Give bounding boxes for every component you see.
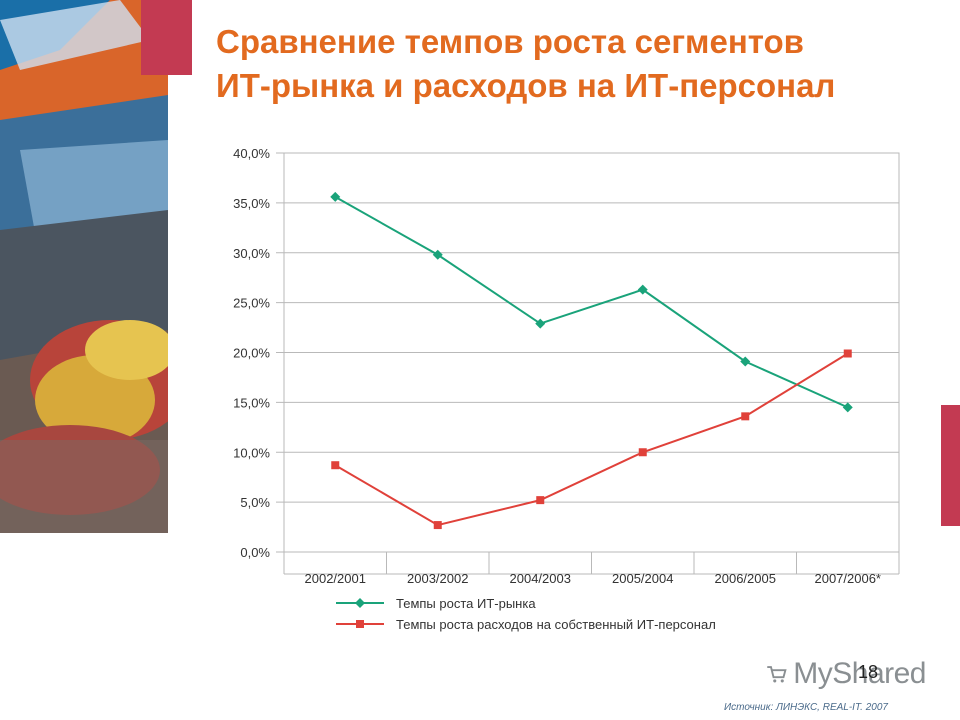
x-tick-label: 2004/2003 — [510, 571, 571, 586]
data-point-square — [331, 461, 340, 470]
legend-label: Темпы роста расходов на собственный ИТ-п… — [396, 617, 716, 632]
y-tick-label: 35,0% — [233, 196, 270, 211]
watermark-text: MyShared — [793, 657, 926, 690]
series-line-1 — [334, 196, 849, 409]
accent-bar-top — [141, 0, 192, 75]
x-tick-label: 2002/2001 — [305, 571, 366, 586]
y-tick-label: 15,0% — [233, 395, 270, 410]
data-point-diamond — [637, 284, 648, 295]
data-point-square — [843, 349, 852, 358]
x-tick-label: 2007/2006* — [814, 571, 881, 586]
y-tick-label: 40,0% — [233, 146, 270, 161]
data-point-diamond — [740, 356, 751, 367]
page-number: 18 — [858, 662, 879, 682]
legend-marker-diamond — [355, 598, 365, 608]
y-tick-label: 0,0% — [240, 545, 270, 560]
x-tick-label: 2005/2004 — [612, 571, 673, 586]
series-line-2 — [334, 352, 849, 527]
cart-icon — [767, 666, 787, 683]
data-point-square — [536, 496, 545, 505]
legend-label: Темпы роста ИТ-рынка — [396, 596, 536, 611]
decorative-photo — [0, 0, 168, 533]
data-point-diamond — [535, 318, 546, 329]
watermark: MyShared — [766, 657, 926, 691]
x-tick-label: 2006/2005 — [715, 571, 776, 586]
x-tick-label: 2003/2002 — [407, 571, 468, 586]
data-point-diamond — [842, 402, 853, 413]
data-point-square — [638, 448, 647, 457]
y-tick-label: 25,0% — [233, 296, 270, 311]
y-tick-label: 30,0% — [233, 246, 270, 261]
source-note: Источник: ЛИНЭКС, REAL-IT. 2007 — [724, 702, 888, 713]
title-line-1: Сравнение темпов роста сегментов — [216, 23, 804, 60]
data-point-diamond — [432, 249, 443, 260]
data-point-square — [741, 412, 750, 421]
slide-title: Сравнение темпов роста сегментов ИТ-рынк… — [216, 20, 936, 108]
accent-bar-right — [941, 405, 960, 526]
title-line-2: ИТ-рынка и расходов на ИТ-персонал — [216, 67, 836, 104]
y-tick-label: 20,0% — [233, 346, 270, 361]
data-point-diamond — [330, 191, 341, 202]
y-tick-label: 10,0% — [233, 445, 270, 460]
data-point-square — [433, 521, 442, 530]
legend-marker-square — [356, 620, 364, 628]
y-tick-label: 5,0% — [240, 495, 270, 510]
